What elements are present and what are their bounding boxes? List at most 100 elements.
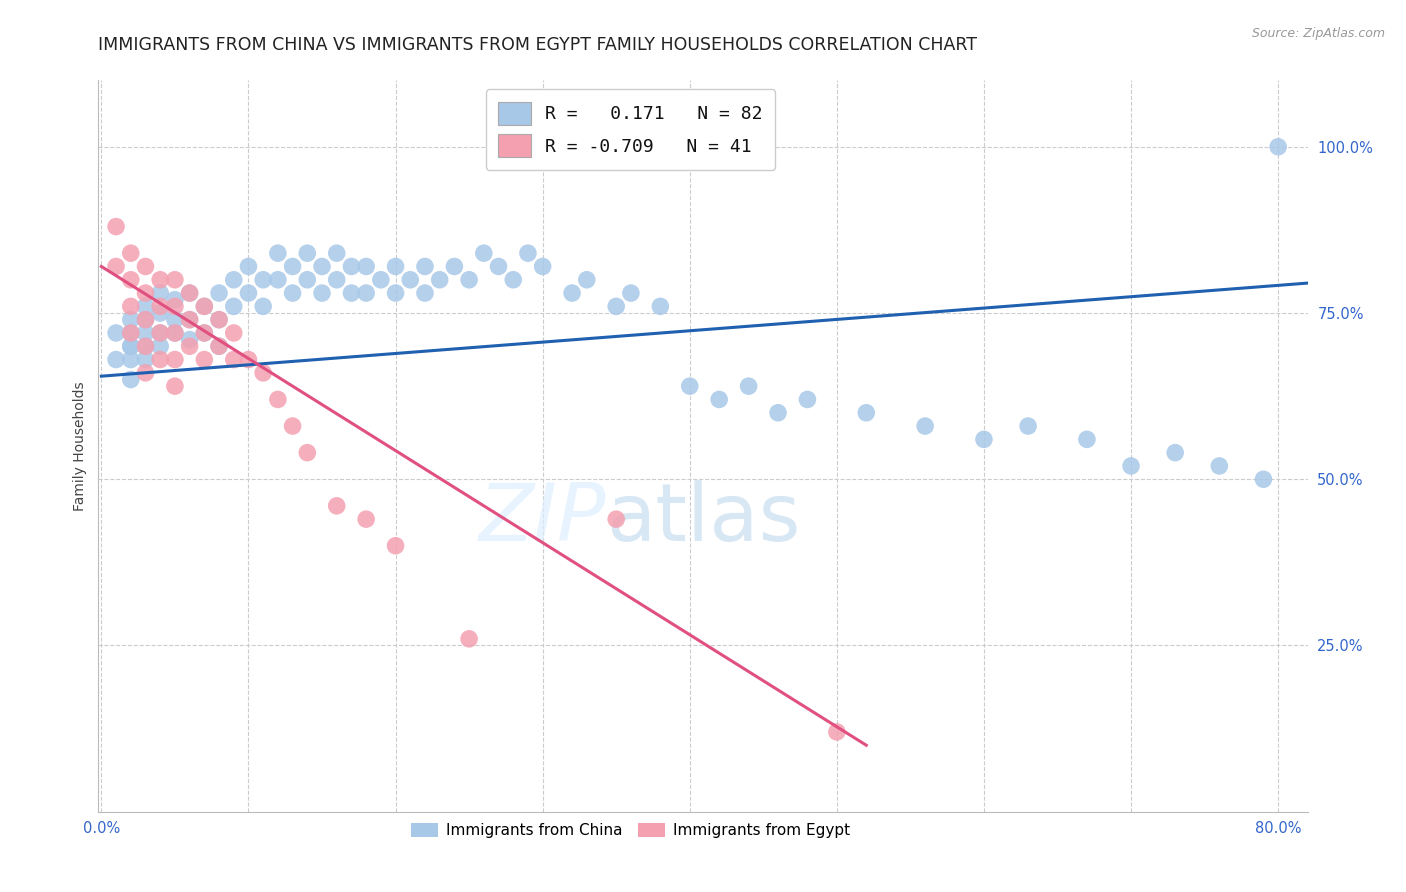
Point [149,326,172,340]
Point [179,333,201,347]
Point [163,293,186,307]
Point [163,326,186,340]
Point [179,286,201,301]
Point [163,273,186,287]
Point [796,392,818,407]
Point [252,299,274,313]
Point [163,299,186,313]
Point [105,326,128,340]
Point [179,312,201,326]
Point [193,299,215,313]
Legend: Immigrants from China, Immigrants from Egypt: Immigrants from China, Immigrants from E… [405,817,856,845]
Point [193,352,215,367]
Point [105,352,128,367]
Point [429,273,451,287]
Point [134,286,156,301]
Point [149,352,172,367]
Point [163,352,186,367]
Point [120,273,142,287]
Point [825,725,848,739]
Point [1208,458,1230,473]
Point [1253,472,1275,486]
Point [384,539,406,553]
Point [458,632,481,646]
Point [472,246,495,260]
Point [458,273,481,287]
Point [208,312,231,326]
Text: IMMIGRANTS FROM CHINA VS IMMIGRANTS FROM EGYPT FAMILY HOUSEHOLDS CORRELATION CHA: IMMIGRANTS FROM CHINA VS IMMIGRANTS FROM… [98,36,977,54]
Point [605,512,627,526]
Point [179,286,201,301]
Text: atlas: atlas [606,480,800,558]
Point [413,286,436,301]
Point [163,379,186,393]
Point [134,352,156,367]
Point [1164,445,1187,459]
Point [134,260,156,274]
Point [413,260,436,274]
Point [340,286,363,301]
Point [134,312,156,326]
Point [502,273,524,287]
Point [737,379,759,393]
Point [252,273,274,287]
Point [120,339,142,353]
Point [516,246,538,260]
Point [193,299,215,313]
Point [281,419,304,434]
Point [193,326,215,340]
Point [208,312,231,326]
Point [238,286,260,301]
Point [575,273,598,287]
Point [354,260,377,274]
Point [179,312,201,326]
Point [267,246,290,260]
Point [281,260,304,274]
Point [120,339,142,353]
Point [134,339,156,353]
Point [120,312,142,326]
Point [297,445,319,459]
Point [709,392,731,407]
Y-axis label: Family Households: Family Households [73,381,87,511]
Point [149,299,172,313]
Point [354,512,377,526]
Point [311,286,333,301]
Point [605,299,627,313]
Point [134,339,156,353]
Point [297,246,319,260]
Point [531,260,554,274]
Point [267,392,290,407]
Point [149,339,172,353]
Point [973,433,995,447]
Point [325,246,347,260]
Point [650,299,672,313]
Point [325,499,347,513]
Point [443,260,465,274]
Point [914,419,936,434]
Point [105,260,128,274]
Point [120,299,142,313]
Point [252,366,274,380]
Point [120,352,142,367]
Point [766,406,789,420]
Point [134,299,156,313]
Point [193,326,215,340]
Point [208,286,231,301]
Point [208,339,231,353]
Point [855,406,877,420]
Point [488,260,510,274]
Point [561,286,583,301]
Point [297,273,319,287]
Point [1076,433,1098,447]
Point [281,286,304,301]
Point [208,339,231,353]
Point [325,273,347,287]
Point [384,286,406,301]
Point [384,260,406,274]
Point [267,273,290,287]
Point [222,352,245,367]
Point [238,260,260,274]
Point [370,273,392,287]
Point [399,273,422,287]
